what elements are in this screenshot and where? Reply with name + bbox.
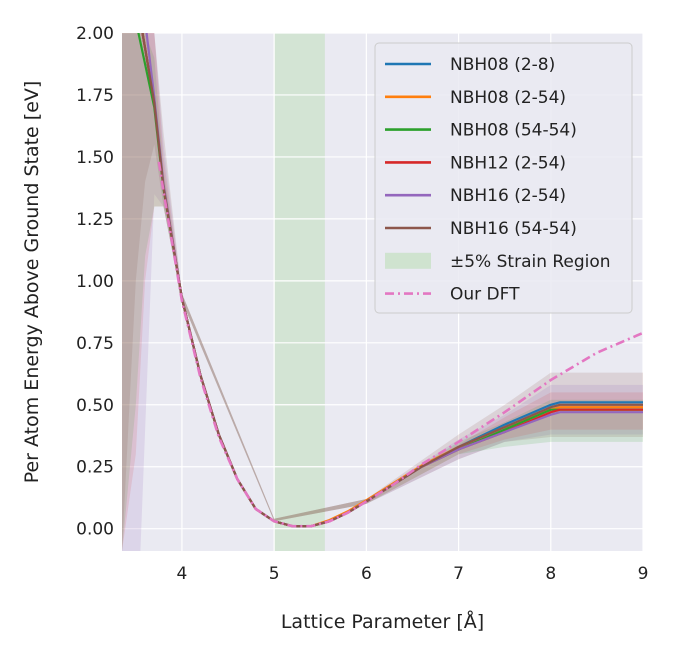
x-tick-label: 6 [361,564,372,584]
legend-label: NBH16 (54-54) [450,219,577,239]
legend-box [374,42,633,314]
y-tick-label: 1.75 [76,86,114,106]
x-tick-label: 8 [545,564,556,584]
y-tick-label: 0.75 [76,334,114,354]
x-tick-label: 5 [269,564,280,584]
legend-label: NBH08 (54-54) [450,121,577,141]
legend-label: NBH08 (2-8) [450,55,555,75]
legend-label: Our DFT [450,285,520,305]
y-tick-label: 1.00 [76,272,114,292]
legend-label: NBH16 (2-54) [450,186,566,206]
legend-label: ±5% Strain Region [450,252,611,272]
y-tick-label: 0.50 [76,396,114,416]
legend-swatch [385,252,431,269]
y-tick-label: 1.50 [76,148,114,168]
y-tick-label: 2.00 [76,24,114,44]
x-axis-label: Lattice Parameter [Å] [281,610,484,633]
series-line-our-dft [157,161,643,528]
legend: NBH08 (2-8) NBH08 (2-54) NBH08 (54-54) NBH1… [374,42,633,314]
x-tick-label: 9 [638,564,649,584]
legend-label: NBH12 (2-54) [450,153,566,173]
strain-region [274,33,325,551]
y-tick-label: 0.00 [76,520,114,540]
legend-label: NBH08 (2-54) [450,88,566,108]
x-tick-label: 7 [453,564,464,584]
y-tick-label: 1.25 [76,210,114,230]
y-tick-label: 0.25 [76,458,114,478]
y-axis-label: Per Atom Energy Above Ground State [eV] [21,81,43,484]
x-tick-label: 4 [177,564,188,584]
